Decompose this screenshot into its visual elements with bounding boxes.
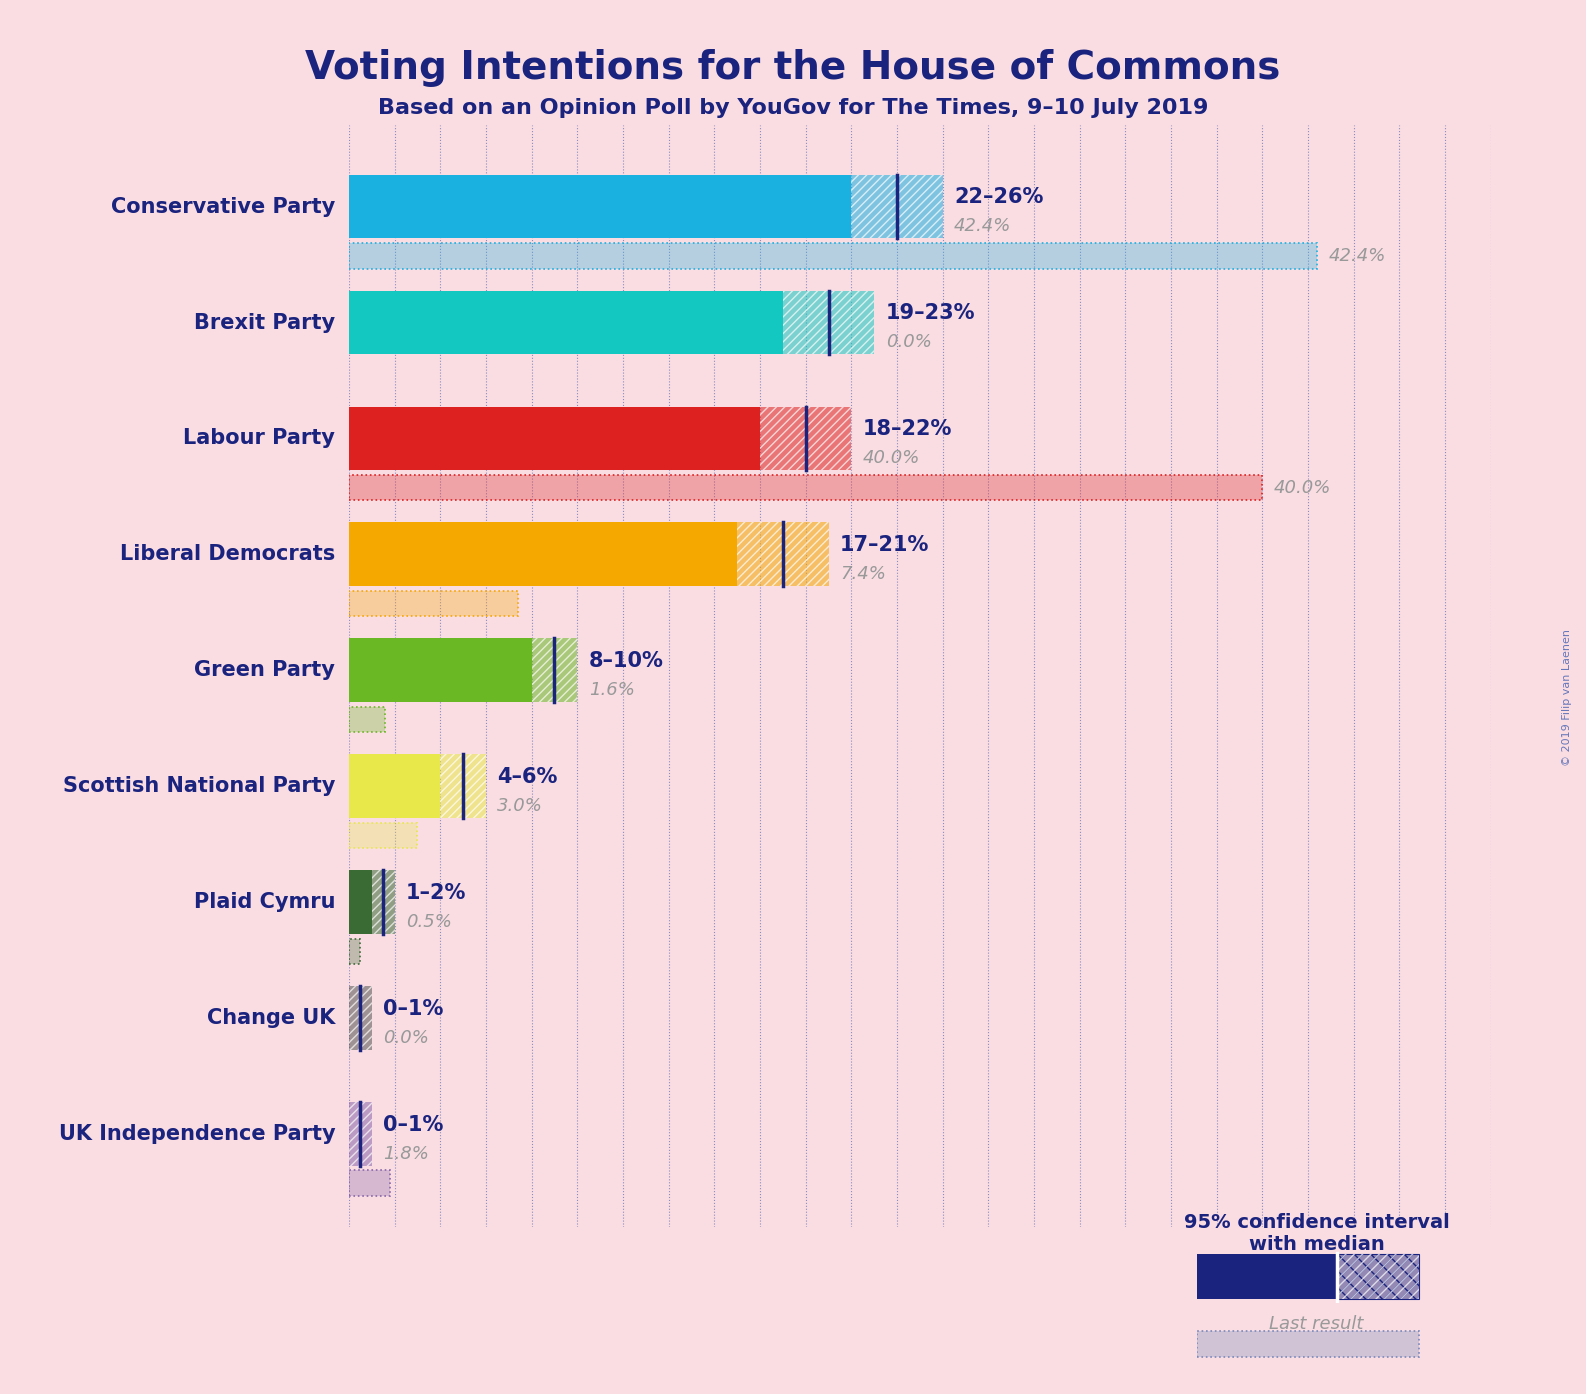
Bar xyxy=(349,638,531,703)
Text: Scottish National Party: Scottish National Party xyxy=(63,776,335,796)
Bar xyxy=(349,1103,371,1165)
Bar xyxy=(531,638,577,703)
Text: 0–1%: 0–1% xyxy=(384,998,444,1019)
Bar xyxy=(371,870,395,934)
Bar xyxy=(371,870,395,934)
Text: 18–22%: 18–22% xyxy=(863,420,952,439)
Bar xyxy=(349,243,1318,269)
Text: 95% confidence interval
with median: 95% confidence interval with median xyxy=(1183,1213,1450,1255)
Text: 0.0%: 0.0% xyxy=(384,1029,430,1047)
Text: 3.0%: 3.0% xyxy=(498,797,544,815)
Bar xyxy=(1337,1255,1419,1299)
Text: 1–2%: 1–2% xyxy=(406,882,466,903)
Text: Liberal Democrats: Liberal Democrats xyxy=(121,545,335,565)
Bar xyxy=(531,638,577,703)
Bar xyxy=(349,407,760,470)
Bar xyxy=(349,591,519,616)
Bar xyxy=(349,1103,371,1165)
Text: 42.4%: 42.4% xyxy=(1329,247,1386,265)
Bar xyxy=(760,407,852,470)
Bar xyxy=(371,870,395,934)
Text: 8–10%: 8–10% xyxy=(588,651,663,671)
Text: 22–26%: 22–26% xyxy=(955,187,1044,208)
Text: 0–1%: 0–1% xyxy=(384,1115,444,1135)
Text: 40.0%: 40.0% xyxy=(863,449,920,467)
Text: Labour Party: Labour Party xyxy=(184,428,335,449)
Text: Plaid Cymru: Plaid Cymru xyxy=(193,892,335,912)
Bar xyxy=(349,754,441,818)
Bar xyxy=(349,986,371,1050)
Bar xyxy=(852,174,942,238)
Text: 1.8%: 1.8% xyxy=(384,1144,430,1163)
Text: Last result: Last result xyxy=(1269,1316,1364,1333)
Bar xyxy=(349,986,371,1050)
Bar xyxy=(852,174,942,238)
Bar xyxy=(1197,1331,1419,1356)
Bar xyxy=(1197,1331,1419,1356)
Text: Green Party: Green Party xyxy=(195,661,335,680)
Bar xyxy=(760,407,852,470)
Bar xyxy=(441,754,485,818)
Text: 7.4%: 7.4% xyxy=(841,565,887,583)
Bar xyxy=(441,754,485,818)
Text: Change UK: Change UK xyxy=(206,1008,335,1027)
Bar xyxy=(737,523,828,587)
Bar xyxy=(852,174,942,238)
Text: Brexit Party: Brexit Party xyxy=(193,312,335,333)
Bar xyxy=(737,523,828,587)
Bar xyxy=(349,938,360,965)
Bar xyxy=(349,174,852,238)
Bar xyxy=(737,523,828,587)
Bar xyxy=(783,291,874,354)
Text: 1.6%: 1.6% xyxy=(588,682,634,698)
Bar xyxy=(1197,1255,1337,1299)
Bar xyxy=(783,291,874,354)
Bar xyxy=(349,1103,371,1165)
Text: 19–23%: 19–23% xyxy=(885,304,975,323)
Bar xyxy=(1337,1255,1419,1299)
Bar xyxy=(760,407,852,470)
Bar xyxy=(441,754,485,818)
Bar xyxy=(1337,1255,1419,1299)
Text: 17–21%: 17–21% xyxy=(841,535,929,555)
Bar xyxy=(349,870,371,934)
Bar xyxy=(349,822,417,848)
Text: 42.4%: 42.4% xyxy=(955,217,1012,236)
Text: © 2019 Filip van Laenen: © 2019 Filip van Laenen xyxy=(1562,629,1572,765)
Text: UK Independence Party: UK Independence Party xyxy=(59,1124,335,1144)
Text: 4–6%: 4–6% xyxy=(498,767,558,788)
Bar xyxy=(783,291,874,354)
Text: 0.5%: 0.5% xyxy=(406,913,452,931)
Text: Based on an Opinion Poll by YouGov for The Times, 9–10 July 2019: Based on an Opinion Poll by YouGov for T… xyxy=(377,98,1209,117)
Bar xyxy=(349,523,737,587)
Bar xyxy=(349,707,385,732)
Text: Conservative Party: Conservative Party xyxy=(111,197,335,216)
Text: 0.0%: 0.0% xyxy=(885,333,931,351)
Text: Voting Intentions for the House of Commons: Voting Intentions for the House of Commo… xyxy=(306,49,1280,86)
Bar xyxy=(349,1171,390,1196)
Bar xyxy=(349,986,371,1050)
Bar xyxy=(531,638,577,703)
Text: 40.0%: 40.0% xyxy=(1274,478,1331,496)
Bar xyxy=(349,291,783,354)
Bar xyxy=(349,475,1262,500)
